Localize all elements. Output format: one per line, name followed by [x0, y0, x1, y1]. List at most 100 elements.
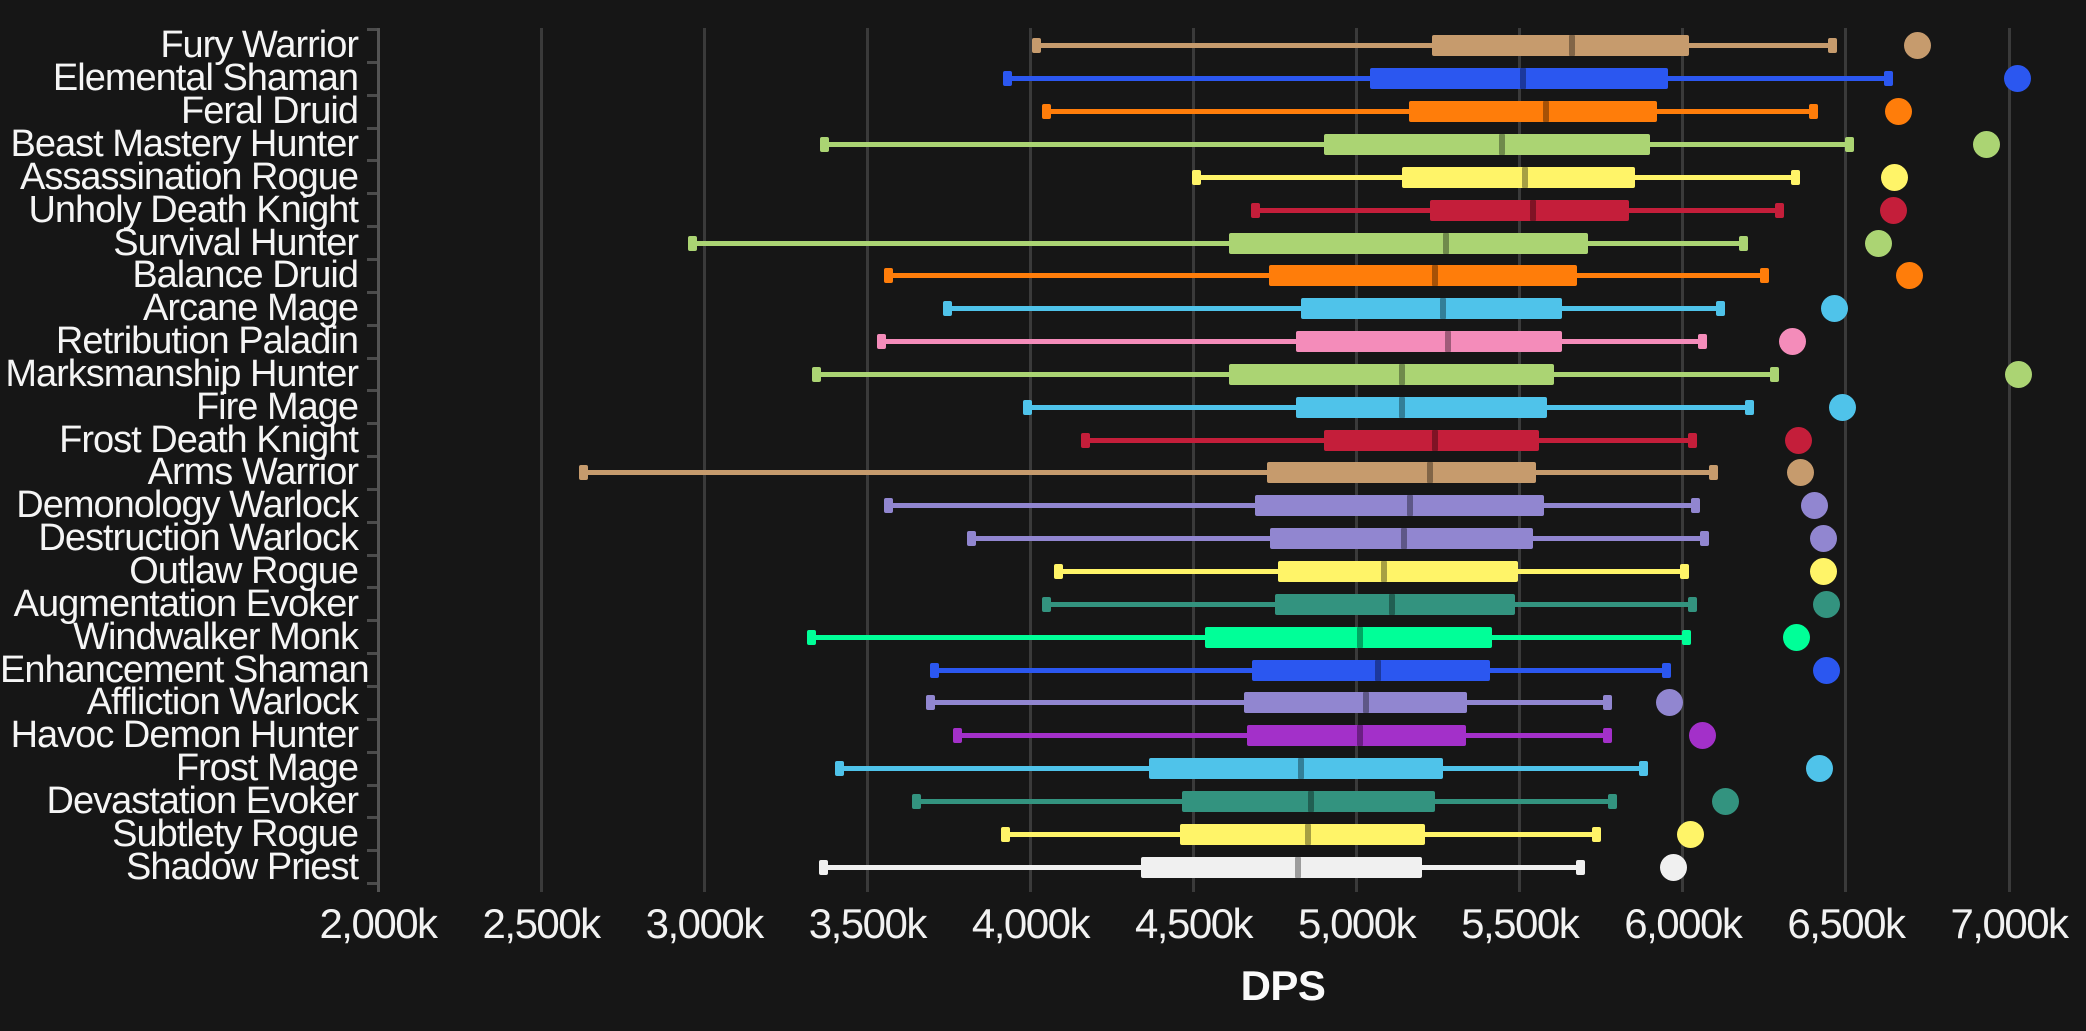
outlier-dot-enhancement-shaman[interactable]: [1812, 656, 1840, 684]
whisker-cap-min-affliction-warlock: [926, 695, 936, 711]
median-line-windwalker-monk: [1356, 626, 1363, 648]
category-label-devastation-evoker: Devastation Evoker: [46, 779, 360, 822]
outlier-dot-shadow-priest[interactable]: [1659, 853, 1687, 881]
iqr-box-windwalker-monk[interactable]: [1204, 626, 1492, 648]
whisker-cap-max-havoc-demon-hunter: [1603, 728, 1613, 744]
x-tick-label-7000k: 7,000k: [1950, 900, 2069, 947]
outlier-dot-beast-mastery-hunter[interactable]: [1972, 130, 2000, 158]
y-axis-tick: [367, 93, 377, 97]
category-label-retribution-paladin: Retribution Paladin: [55, 320, 359, 363]
whisker-cap-min-unholy-death-knight: [1250, 202, 1260, 218]
outlier-dot-marksmanship-hunter[interactable]: [2005, 360, 2033, 388]
y-axis-tick: [367, 356, 377, 360]
outlier-dot-windwalker-monk[interactable]: [1783, 623, 1811, 651]
outlier-dot-affliction-warlock[interactable]: [1656, 689, 1684, 717]
outlier-dot-devastation-evoker[interactable]: [1711, 787, 1739, 815]
median-line-devastation-evoker: [1307, 790, 1314, 812]
whisker-cap-min-elemental-shaman: [1003, 71, 1013, 87]
outlier-dot-fury-warrior[interactable]: [1904, 32, 1932, 60]
iqr-box-survival-hunter[interactable]: [1229, 232, 1589, 254]
iqr-box-demonology-warlock[interactable]: [1255, 495, 1545, 517]
whisker-cap-min-enhancement-shaman: [929, 662, 939, 678]
outlier-dot-elemental-shaman[interactable]: [2003, 65, 2031, 93]
iqr-box-feral-druid[interactable]: [1408, 101, 1657, 123]
category-label-survival-hunter: Survival Hunter: [113, 221, 359, 264]
iqr-box-enhancement-shaman[interactable]: [1252, 659, 1491, 681]
iqr-box-augmentation-evoker[interactable]: [1275, 593, 1515, 615]
outlier-dot-destruction-warlock[interactable]: [1809, 525, 1837, 553]
iqr-box-marksmanship-hunter[interactable]: [1229, 363, 1554, 385]
outlier-dot-outlaw-rogue[interactable]: [1809, 558, 1837, 586]
whisker-cap-max-outlaw-rogue: [1679, 564, 1689, 580]
median-line-augmentation-evoker: [1389, 593, 1396, 615]
category-label-augmentation-evoker: Augmentation Evoker: [13, 582, 359, 625]
outlier-dot-havoc-demon-hunter[interactable]: [1688, 722, 1716, 750]
x-tick-label-4000k: 4,000k: [971, 900, 1091, 947]
iqr-box-fury-warrior[interactable]: [1431, 35, 1690, 57]
iqr-box-devastation-evoker[interactable]: [1182, 790, 1435, 812]
outlier-dot-assassination-rogue[interactable]: [1881, 163, 1909, 191]
whisker-cap-max-demonology-warlock: [1691, 498, 1701, 514]
iqr-box-arcane-mage[interactable]: [1301, 298, 1563, 320]
median-line-fire-mage: [1399, 396, 1406, 418]
outlier-dot-arcane-mage[interactable]: [1820, 295, 1848, 323]
whisker-cap-min-survival-hunter: [688, 235, 698, 251]
gridline-3000k: [702, 28, 706, 892]
y-axis-tick: [367, 389, 377, 393]
outlier-dot-demonology-warlock[interactable]: [1801, 492, 1829, 520]
iqr-box-elemental-shaman[interactable]: [1369, 68, 1669, 90]
whisker-cap-min-balance-druid: [884, 268, 893, 284]
outlier-dot-subtlety-rogue[interactable]: [1677, 820, 1705, 848]
x-axis-title: DPS: [1240, 962, 1326, 1009]
y-axis-tick: [367, 520, 377, 524]
median-line-beast-mastery-hunter: [1498, 133, 1505, 155]
category-label-beast-mastery-hunter: Beast Mastery Hunter: [10, 122, 359, 165]
outlier-dot-frost-death-knight[interactable]: [1785, 426, 1813, 454]
x-tick-label-5500k: 5,500k: [1461, 900, 1580, 947]
whisker-cap-min-windwalker-monk: [807, 629, 817, 645]
category-label-affliction-warlock: Affliction Warlock: [86, 681, 359, 724]
iqr-box-frost-mage[interactable]: [1149, 758, 1444, 780]
whisker-cap-max-subtlety-rogue: [1591, 826, 1601, 842]
iqr-box-beast-mastery-hunter[interactable]: [1323, 133, 1651, 155]
iqr-box-subtlety-rogue[interactable]: [1180, 823, 1426, 845]
iqr-box-havoc-demon-hunter[interactable]: [1247, 725, 1466, 747]
iqr-box-frost-death-knight[interactable]: [1323, 429, 1540, 451]
outlier-dot-fire-mage[interactable]: [1829, 393, 1857, 421]
iqr-box-arms-warrior[interactable]: [1266, 462, 1536, 484]
y-axis-tick: [367, 586, 377, 590]
whisker-cap-max-marksmanship-hunter: [1769, 366, 1779, 382]
iqr-box-unholy-death-knight[interactable]: [1429, 199, 1629, 221]
outlier-dot-unholy-death-knight[interactable]: [1879, 196, 1907, 224]
median-line-feral-druid: [1542, 101, 1549, 123]
iqr-box-fire-mage[interactable]: [1296, 396, 1548, 418]
iqr-box-balance-druid[interactable]: [1268, 265, 1577, 287]
median-line-fury-warrior: [1568, 35, 1575, 57]
category-label-havoc-demon-hunter: Havoc Demon Hunter: [10, 714, 359, 757]
median-line-affliction-warlock: [1363, 692, 1370, 714]
iqr-box-destruction-warlock[interactable]: [1270, 528, 1533, 550]
iqr-box-affliction-warlock[interactable]: [1244, 692, 1468, 714]
whisker-cap-max-enhancement-shaman: [1661, 662, 1671, 678]
iqr-box-shadow-priest[interactable]: [1141, 856, 1422, 878]
outlier-dot-arms-warrior[interactable]: [1786, 459, 1814, 487]
outlier-dot-feral-druid[interactable]: [1884, 98, 1912, 126]
outlier-dot-retribution-paladin[interactable]: [1778, 328, 1806, 356]
iqr-box-assassination-rogue[interactable]: [1402, 166, 1636, 188]
y-axis-tick: [367, 60, 377, 64]
category-label-shadow-priest: Shadow Priest: [125, 845, 359, 888]
y-axis-tick: [367, 257, 377, 261]
outlier-dot-frost-mage[interactable]: [1806, 755, 1834, 783]
gridline-4500k: [1192, 28, 1195, 892]
iqr-box-outlaw-rogue[interactable]: [1278, 561, 1519, 583]
category-label-arcane-mage: Arcane Mage: [142, 287, 359, 330]
gridline-5500k: [1518, 28, 1522, 892]
outlier-dot-survival-hunter[interactable]: [1865, 229, 1893, 257]
whisker-cap-max-shadow-priest: [1575, 859, 1585, 875]
x-tick-label-3500k: 3,500k: [808, 900, 928, 947]
whisker-cap-max-balance-druid: [1759, 268, 1769, 284]
outlier-dot-balance-druid[interactable]: [1896, 262, 1923, 290]
y-axis-tick: [367, 422, 377, 426]
iqr-box-retribution-paladin[interactable]: [1296, 331, 1563, 353]
outlier-dot-augmentation-evoker[interactable]: [1812, 590, 1840, 618]
